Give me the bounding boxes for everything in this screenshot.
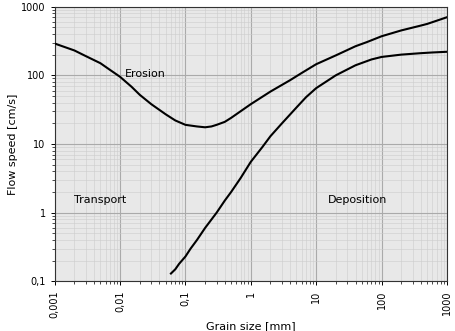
X-axis label: Grain size [mm]: Grain size [mm] <box>206 321 295 331</box>
Text: Erosion: Erosion <box>125 69 166 79</box>
Text: Transport: Transport <box>74 195 126 205</box>
Text: Deposition: Deposition <box>327 195 386 205</box>
Y-axis label: Flow speed [cm/s]: Flow speed [cm/s] <box>8 93 18 195</box>
